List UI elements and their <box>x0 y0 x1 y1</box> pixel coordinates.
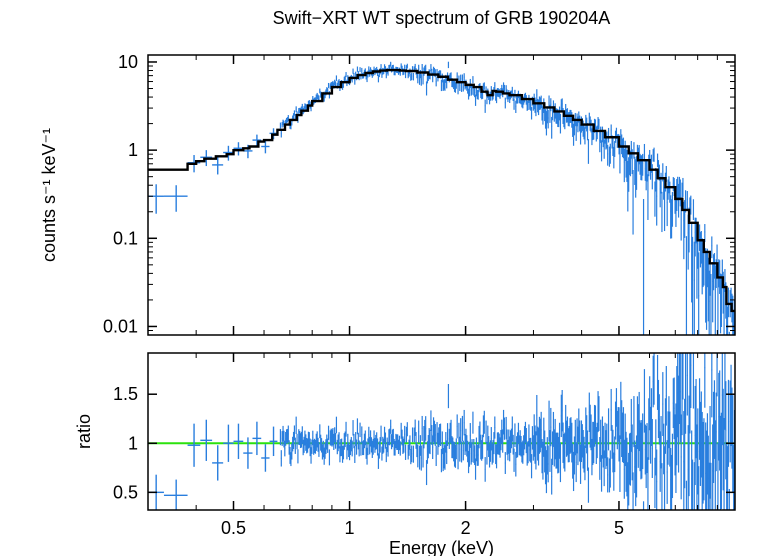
xtick-label: 0.5 <box>221 518 246 538</box>
top-ylabel: counts s⁻¹ keV⁻¹ <box>39 128 59 262</box>
top-ytick-label: 0.01 <box>103 316 138 336</box>
top-ytick-label: 10 <box>118 52 138 72</box>
xaxis-label: Energy (keV) <box>389 538 494 556</box>
top-ytick-label: 1 <box>128 140 138 160</box>
xtick-label: 5 <box>614 518 624 538</box>
chart-svg: Swift−XRT WT spectrum of GRB 190204A 0.01… <box>0 0 758 556</box>
bottom-ytick-label: 1 <box>128 433 138 453</box>
bottom-ytick-label: 1.5 <box>113 384 138 404</box>
xtick-label: 2 <box>461 518 471 538</box>
bottom-ytick-label: 0.5 <box>113 482 138 502</box>
chart-title: Swift−XRT WT spectrum of GRB 190204A <box>273 8 611 28</box>
spectrum-figure: Swift−XRT WT spectrum of GRB 190204A 0.01… <box>0 0 758 556</box>
bottom-ylabel: ratio <box>74 414 94 449</box>
top-ytick-label: 0.1 <box>113 228 138 248</box>
xtick-label: 1 <box>345 518 355 538</box>
